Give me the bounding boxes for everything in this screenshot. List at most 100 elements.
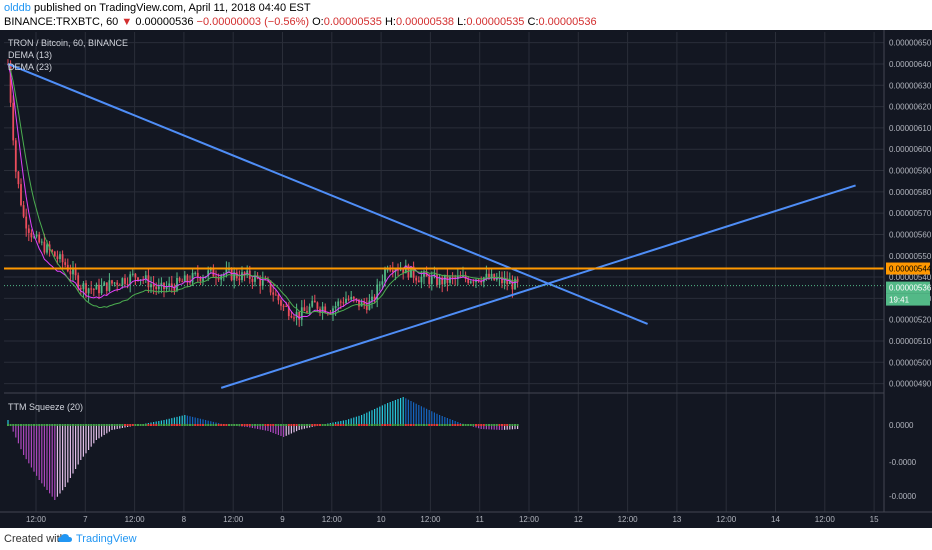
time-tick-label: 12:00 (815, 515, 836, 524)
squeeze-dot (503, 424, 506, 426)
candle-body (176, 277, 178, 291)
squeeze-dot (272, 424, 275, 426)
candle-body (347, 298, 350, 300)
squeeze-dot (345, 424, 347, 426)
squeeze-dot (355, 424, 358, 426)
candle-body (233, 272, 236, 281)
squeeze-dot (147, 424, 150, 426)
squeeze-dot (85, 424, 87, 426)
time-tick-label: 7 (83, 515, 88, 524)
candle-body (98, 284, 100, 294)
author-link[interactable]: olddb (4, 2, 31, 14)
candle-body (129, 274, 132, 285)
squeeze-dot (142, 424, 145, 426)
candle-body (443, 275, 446, 285)
candle-body (410, 266, 412, 278)
chart-canvas[interactable]: 0.00000650 0.00000640 0.00000630 0.00000620… (0, 30, 932, 528)
squeeze-dot (243, 424, 246, 426)
candle-body (56, 256, 59, 260)
candle-body (381, 281, 384, 285)
candle-body (51, 250, 54, 252)
candle-body (472, 281, 475, 283)
ohlc-line: BINANCE:TRXBTC, 60 ▼ 0.00000536 −0.00000… (4, 16, 597, 28)
legend-dema13: DEMA (13) (8, 50, 52, 60)
candle-body (157, 286, 160, 290)
candle-body (316, 302, 319, 309)
candle-body (261, 279, 264, 286)
candle-body (402, 269, 405, 274)
trendline-descending (7, 63, 648, 325)
squeeze-dot (168, 424, 171, 426)
candle-body (373, 296, 376, 300)
squeeze-dot (165, 424, 168, 426)
time-tick-label: 8 (182, 515, 187, 524)
price-tick-label: 0.00000560 (889, 230, 932, 239)
candle-body (480, 281, 483, 283)
candle-body (22, 205, 25, 217)
squeeze-dot (368, 424, 371, 426)
squeeze-dot (428, 424, 431, 426)
squeeze-dot (412, 424, 415, 426)
candle-body (72, 268, 74, 275)
squeeze-dot (228, 424, 230, 426)
candle-body (14, 140, 17, 172)
squeeze-dot (48, 424, 51, 426)
squeeze-dot (152, 424, 155, 426)
candle-body (105, 282, 108, 291)
squeeze-dot (267, 424, 269, 426)
squeeze-dot (358, 424, 360, 426)
candle-body (488, 273, 490, 279)
candle-body (92, 288, 95, 290)
squeeze-dot (316, 424, 319, 426)
candle-body (246, 270, 249, 276)
candle-body (412, 266, 415, 278)
candle-body (399, 269, 402, 271)
publish-text: published on TradingView.com, April 11, … (30, 2, 311, 14)
candle-body (152, 284, 155, 287)
squeeze-dot (329, 424, 332, 426)
drawings[interactable] (4, 63, 884, 389)
tradingview-link[interactable]: TradingView (76, 533, 137, 545)
squeeze-dot (178, 424, 181, 426)
squeeze-dot (337, 424, 340, 426)
candle-body (295, 311, 298, 318)
squeeze-dot (446, 424, 449, 426)
candle-body (134, 273, 137, 278)
squeeze-dot (423, 424, 425, 426)
squeeze-dot (118, 424, 121, 426)
grid (0, 30, 932, 528)
candle-body (46, 244, 48, 253)
squeeze-dot (124, 424, 126, 426)
candle-body (420, 276, 423, 283)
current-price-label: 0.00000536 (889, 284, 932, 293)
squeeze-dot (241, 424, 243, 426)
low-label: L: (457, 16, 467, 28)
candle-body (38, 234, 41, 243)
squeeze-dot (508, 424, 511, 426)
squeeze-dot (467, 424, 470, 426)
dema23-line (7, 63, 518, 315)
candle-body (376, 284, 379, 300)
chart-area[interactable]: 0.00000650 0.00000640 0.00000630 0.00000620… (0, 30, 932, 528)
squeeze-dot (207, 424, 210, 426)
price-tick-label: 0.00000590 (889, 167, 932, 176)
squeeze-dot (254, 424, 256, 426)
candle-body (287, 306, 290, 317)
candle-body (170, 283, 173, 287)
squeeze-dot (155, 424, 158, 426)
candle-body (350, 296, 353, 300)
squeeze-dot (391, 424, 394, 426)
squeeze-dot (74, 424, 77, 426)
candle-body (137, 277, 139, 281)
time-tick-label: 12:00 (322, 515, 343, 524)
squeeze-dot (194, 424, 197, 426)
squeeze-dot (475, 424, 477, 426)
squeeze-dot (277, 424, 280, 426)
dema13-line (7, 63, 518, 319)
time-tick-label: 10 (377, 515, 386, 524)
candle-body (490, 273, 493, 279)
squeeze-dot (189, 424, 191, 426)
candle-body (319, 308, 321, 312)
price-axis-bg (884, 30, 932, 528)
squeeze-dot (59, 424, 61, 426)
